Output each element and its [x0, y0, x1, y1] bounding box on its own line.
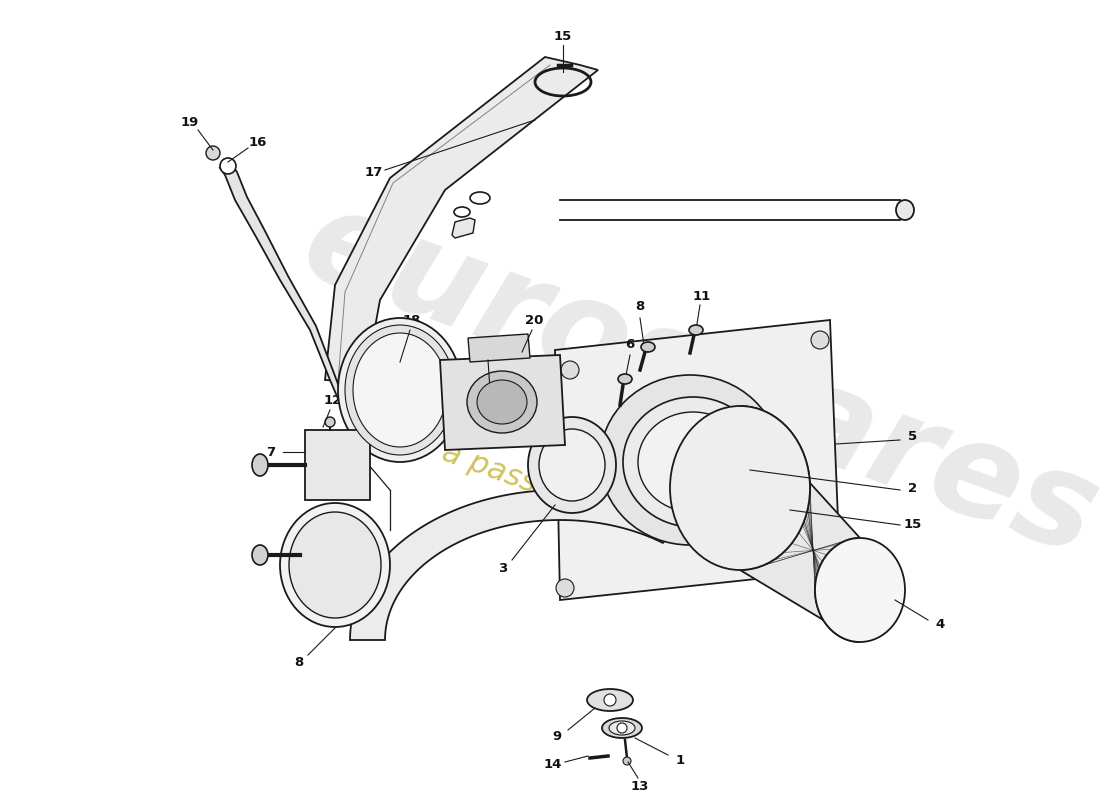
Polygon shape	[324, 57, 598, 382]
Text: 3: 3	[498, 562, 507, 574]
Text: 9: 9	[552, 730, 562, 743]
Polygon shape	[305, 430, 370, 500]
Text: 11: 11	[693, 290, 711, 302]
Ellipse shape	[338, 318, 462, 462]
Ellipse shape	[896, 200, 914, 220]
Text: 19: 19	[180, 115, 199, 129]
Text: 20: 20	[525, 314, 543, 326]
Ellipse shape	[618, 374, 632, 384]
Ellipse shape	[609, 721, 635, 735]
Ellipse shape	[345, 325, 455, 455]
Ellipse shape	[252, 454, 268, 476]
Text: 8: 8	[295, 657, 304, 670]
Ellipse shape	[623, 397, 763, 527]
Text: 17: 17	[365, 166, 383, 179]
Text: 12: 12	[323, 394, 342, 406]
Text: a passion for parts since 1985: a passion for parts since 1985	[439, 438, 881, 622]
Polygon shape	[468, 334, 530, 362]
Ellipse shape	[600, 375, 780, 545]
Text: 6: 6	[626, 338, 635, 351]
Circle shape	[617, 723, 627, 733]
Ellipse shape	[539, 429, 605, 501]
Polygon shape	[440, 355, 565, 450]
Ellipse shape	[477, 380, 527, 424]
Circle shape	[811, 331, 829, 349]
Text: 10: 10	[478, 343, 497, 357]
Ellipse shape	[670, 406, 810, 570]
Circle shape	[826, 549, 844, 567]
Circle shape	[346, 435, 358, 445]
Polygon shape	[452, 218, 475, 238]
Ellipse shape	[602, 718, 642, 738]
Circle shape	[561, 361, 579, 379]
Text: 14: 14	[543, 758, 562, 771]
Ellipse shape	[689, 325, 703, 335]
Text: 16: 16	[249, 137, 267, 150]
Circle shape	[206, 146, 220, 160]
Ellipse shape	[468, 371, 537, 433]
Text: 18: 18	[403, 314, 421, 326]
Text: 5: 5	[909, 430, 917, 443]
Circle shape	[324, 417, 336, 427]
Circle shape	[604, 694, 616, 706]
Text: eurospares: eurospares	[286, 178, 1100, 582]
Text: 2: 2	[909, 482, 917, 494]
Text: 15: 15	[554, 30, 572, 42]
Text: 15: 15	[904, 518, 922, 531]
Polygon shape	[350, 490, 683, 640]
Polygon shape	[220, 165, 358, 450]
Text: 4: 4	[935, 618, 945, 631]
Polygon shape	[740, 406, 860, 642]
Ellipse shape	[641, 342, 654, 352]
Circle shape	[220, 158, 236, 174]
Ellipse shape	[587, 689, 632, 711]
Ellipse shape	[815, 538, 905, 642]
Ellipse shape	[638, 412, 748, 512]
Text: 7: 7	[266, 446, 276, 458]
Text: 13: 13	[630, 781, 649, 794]
Polygon shape	[556, 320, 840, 600]
Ellipse shape	[528, 417, 616, 513]
Text: 1: 1	[675, 754, 684, 766]
Ellipse shape	[353, 333, 447, 447]
Ellipse shape	[280, 503, 390, 627]
Circle shape	[623, 757, 631, 765]
Text: 8: 8	[636, 301, 645, 314]
Ellipse shape	[289, 512, 381, 618]
Circle shape	[556, 579, 574, 597]
Ellipse shape	[252, 545, 268, 565]
